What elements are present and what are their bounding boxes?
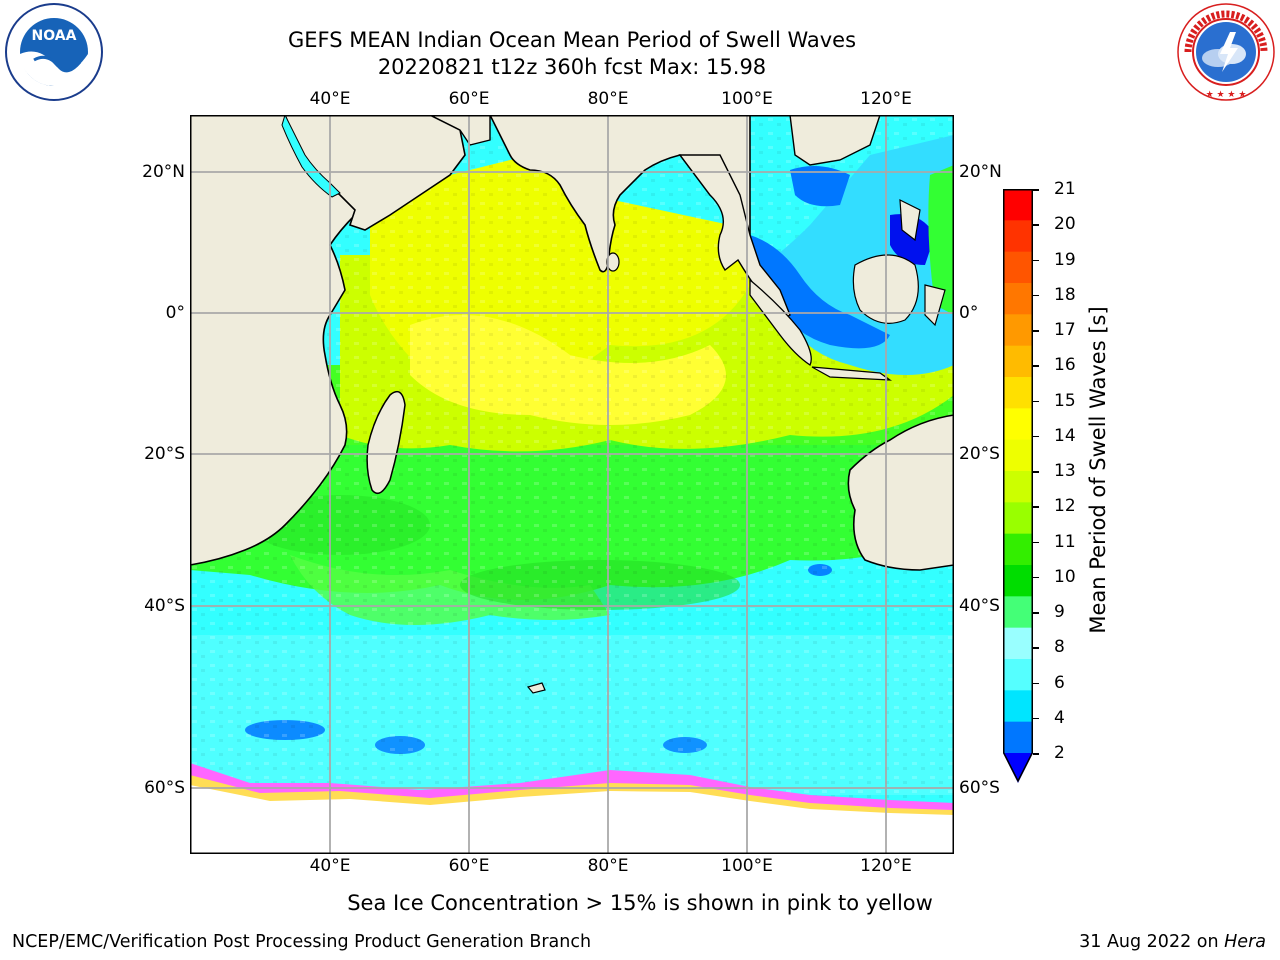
lon-label-bottom: 80°E (587, 856, 629, 876)
lon-label-bottom: 40°E (309, 856, 351, 876)
colorbar-tick (1033, 294, 1039, 297)
colorbar-tick (1033, 612, 1039, 614)
colorbar-tick-label: 11 (1054, 531, 1076, 552)
colorbar-segment (1003, 533, 1033, 566)
colorbar-tick (1033, 189, 1039, 191)
colorbar-tick (1033, 647, 1039, 649)
colorbar-segment (1003, 314, 1033, 347)
colorbar-segment (1003, 627, 1033, 660)
colorbar-tick-label: 20 (1054, 214, 1076, 235)
lat-label-left: 0° (165, 303, 185, 323)
lon-label-bottom: 100°E (721, 856, 773, 876)
colorbar-segment (1003, 189, 1033, 221)
colorbar-tick-label: 10 (1054, 566, 1076, 587)
ocean-map (190, 115, 954, 854)
lon-label-top: 80°E (587, 89, 629, 109)
colorbar-segment (1003, 345, 1033, 378)
lat-label-left: 60°S (144, 778, 185, 798)
colorbar-tick-label: 15 (1054, 390, 1076, 411)
colorbar-extend-triangle (1003, 753, 1033, 783)
colorbar (1003, 189, 1033, 783)
colorbar-tick-label: 18 (1054, 284, 1076, 305)
svg-text:NOAA: NOAA (32, 28, 77, 44)
map-frame (190, 115, 954, 854)
colorbar-tick-label: 12 (1054, 496, 1076, 517)
colorbar-tick (1033, 471, 1039, 473)
lat-label-left: 20°S (144, 444, 185, 464)
svg-text:★ ★ ★ ★: ★ ★ ★ ★ (1206, 90, 1247, 100)
colorbar-tick (1033, 259, 1039, 261)
colorbar-tick-label: 9 (1054, 602, 1065, 622)
colorbar-tick-label: 16 (1054, 355, 1076, 376)
colorbar-tick-label: 6 (1054, 672, 1065, 693)
colorbar-segment (1003, 596, 1033, 629)
colorbar-tick-label: 2 (1054, 743, 1065, 763)
colorbar-tick (1033, 717, 1039, 720)
colorbar-segment (1003, 408, 1033, 441)
lon-label-top: 60°E (448, 89, 490, 109)
map-subtitle: 20220821 t12z 360h fcst Max: 15.98 (377, 55, 767, 79)
graticule (190, 115, 954, 854)
noaa-logo: NOAA (4, 2, 104, 102)
colorbar-segment (1003, 251, 1033, 284)
colorbar-segment (1003, 439, 1033, 472)
footer-date-text: 31 Aug 2022 on (1079, 932, 1225, 952)
colorbar-segment (1003, 220, 1033, 253)
lon-label-bottom: 60°E (448, 856, 490, 876)
map-title: GEFS MEAN Indian Ocean Mean Period of Sw… (287, 28, 857, 52)
lon-label-top: 120°E (860, 89, 912, 109)
colorbar-tick-label: 14 (1054, 425, 1076, 446)
lon-label-top: 100°E (721, 89, 773, 109)
lon-label-top: 40°E (309, 89, 351, 109)
lat-label-right: 20°S (959, 444, 1000, 464)
colorbar-segment (1003, 690, 1033, 723)
colorbar-tick-label: 4 (1054, 707, 1065, 728)
lat-label-right: 0° (959, 303, 979, 323)
colorbar-outline (1003, 189, 1033, 783)
colorbar-tick-label: 19 (1054, 249, 1076, 270)
colorbar-tick (1033, 224, 1039, 226)
footer-credit: NCEP/EMC/Verification Post Processing Pr… (12, 932, 592, 952)
sea-ice-note: Sea Ice Concentration > 15% is shown in … (347, 891, 933, 915)
colorbar-tick (1033, 541, 1039, 543)
colorbar-tick (1033, 576, 1039, 579)
lat-label-left: 20°N (142, 162, 185, 182)
colorbar-tick (1033, 682, 1039, 684)
colorbar-segment (1003, 471, 1033, 503)
colorbar-tick-label: 21 (1054, 179, 1076, 199)
nws-logo: ★ ★ ★ ★ (1176, 2, 1276, 102)
colorbar-segment (1003, 721, 1033, 754)
footer-host: Hera (1224, 932, 1266, 952)
footer-date: 31 Aug 2022 on Hera (1079, 932, 1266, 952)
lat-label-right: 20°N (959, 162, 1002, 182)
colorbar-tick (1033, 435, 1039, 438)
lat-label-right: 60°S (959, 778, 1000, 798)
colorbar-title: Mean Period of Swell Waves [s] (1086, 306, 1110, 634)
madagascar-land (366, 390, 406, 495)
colorbar-tick (1033, 330, 1039, 332)
colorbar-segment (1003, 377, 1033, 409)
lat-label-left: 40°S (144, 596, 185, 616)
colorbar-tick-label: 17 (1054, 320, 1076, 340)
colorbar-tick (1033, 753, 1039, 755)
lon-label-bottom: 120°E (860, 856, 912, 876)
colorbar-segment (1003, 659, 1033, 691)
colorbar-tick (1033, 400, 1039, 402)
colorbar-segment (1003, 283, 1033, 315)
colorbar-tick-label: 13 (1054, 461, 1076, 481)
colorbar-tick (1033, 506, 1039, 508)
colorbar-segment (1003, 565, 1033, 597)
colorbar-tick-label: 8 (1054, 637, 1065, 658)
colorbar-tick (1033, 365, 1039, 367)
colorbar-segment (1003, 502, 1033, 535)
lat-label-right: 40°S (959, 596, 1000, 616)
